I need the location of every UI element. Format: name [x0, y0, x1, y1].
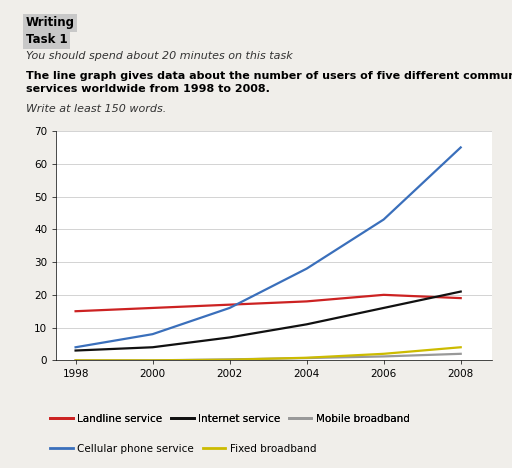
- Legend: Cellular phone service, Fixed broadband: Cellular phone service, Fixed broadband: [46, 440, 320, 458]
- Text: Writing: Writing: [26, 16, 75, 29]
- Legend: Landline service, Internet service, Mobile broadband: Landline service, Internet service, Mobi…: [46, 410, 414, 428]
- Text: Write at least 150 words.: Write at least 150 words.: [26, 104, 166, 114]
- Text: Task 1: Task 1: [26, 33, 67, 46]
- Text: The line graph gives data about the number of users of five different communicat: The line graph gives data about the numb…: [26, 71, 512, 95]
- Text: You should spend about 20 minutes on this task: You should spend about 20 minutes on thi…: [26, 51, 292, 61]
